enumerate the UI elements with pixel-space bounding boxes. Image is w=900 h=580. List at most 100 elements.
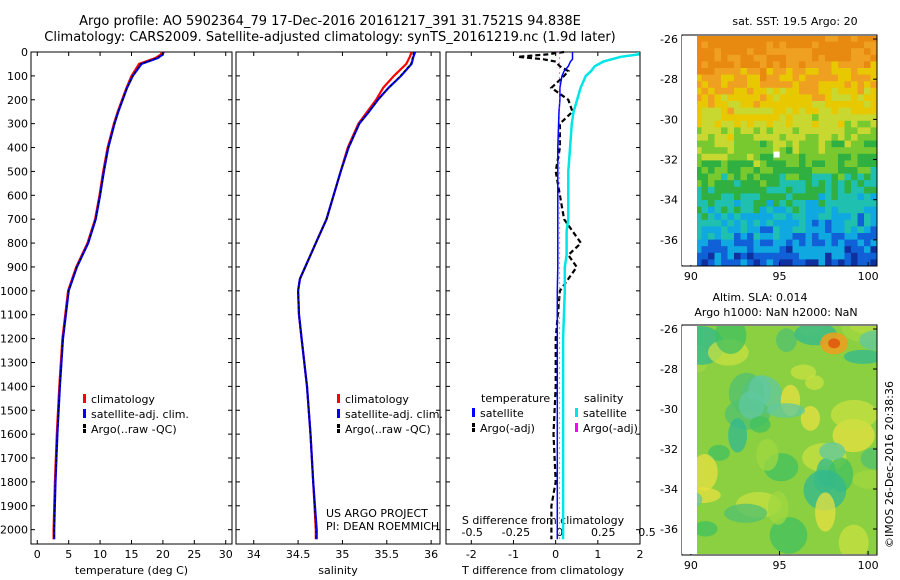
sst-cell — [753, 54, 761, 62]
sst-cell — [766, 246, 774, 254]
sst-cell — [812, 173, 819, 181]
sst-cell — [844, 101, 852, 109]
sst-cell — [727, 200, 735, 208]
sst-cell — [831, 213, 839, 221]
sst-cell — [825, 68, 832, 76]
sst-cell — [831, 167, 839, 175]
sst-cell — [697, 101, 702, 109]
sla-patch — [728, 418, 747, 453]
sst-cell — [734, 48, 741, 56]
sst-cell — [760, 200, 767, 208]
map-y-tick-label: -26 — [660, 33, 678, 46]
sst-cell — [727, 101, 735, 109]
sst-cell — [753, 239, 761, 247]
sla_map-cells — [697, 326, 877, 554]
sst-cell — [773, 200, 780, 208]
sst-cell — [819, 266, 826, 273]
sst-cell — [697, 114, 702, 122]
sst-cell — [786, 239, 793, 247]
sst-cell — [857, 219, 865, 227]
sst-cell — [697, 193, 702, 201]
x-axis-label: T difference from climatology — [461, 564, 624, 577]
sst-cell — [701, 134, 709, 142]
sst-cell — [864, 200, 871, 208]
sst-cell — [844, 153, 852, 161]
sst-cell — [734, 206, 741, 214]
x-tick-label: 25 — [187, 548, 201, 561]
sst-cell — [747, 48, 754, 56]
sst-cell — [766, 41, 774, 49]
sst-cell — [812, 101, 819, 109]
sst-cell — [838, 61, 845, 69]
sst-cell — [864, 127, 871, 135]
sst-cell — [864, 134, 871, 142]
sst-cell — [734, 94, 741, 102]
sst-cell — [714, 259, 722, 266]
sst-cell — [812, 54, 819, 62]
sst-cell — [786, 87, 793, 95]
sst-cell — [825, 186, 832, 194]
sst-cell — [766, 81, 774, 89]
sst-cell — [766, 120, 774, 128]
sst-cell — [812, 74, 819, 82]
sst-cell — [870, 107, 877, 115]
sst-cell — [805, 206, 813, 214]
map-y-tick-label: -30 — [660, 113, 678, 126]
sst-cell — [799, 41, 806, 49]
sst-cell — [714, 81, 722, 89]
sst-cell — [786, 61, 793, 69]
sst-cell — [760, 68, 767, 76]
sst-cell — [779, 94, 787, 102]
sst-cell — [792, 120, 800, 128]
sst-cell — [779, 252, 787, 260]
sst-cell — [799, 81, 806, 89]
y-tick-label: 0 — [21, 46, 28, 59]
sst-cell — [812, 140, 819, 148]
sst-cell — [805, 81, 813, 89]
sst-cell — [740, 74, 748, 82]
sst-cell — [773, 114, 780, 122]
sst-cell — [831, 200, 839, 208]
sst-cell — [812, 134, 819, 142]
y-tick-label: 1600 — [0, 428, 28, 441]
sst-cell — [792, 206, 800, 214]
sst-cell — [805, 54, 813, 62]
sst-cell — [799, 206, 806, 214]
sla-patch — [766, 403, 805, 418]
sst-cell — [701, 226, 709, 234]
sla-patch — [860, 447, 877, 470]
sst-cell — [844, 94, 852, 102]
sst-cell — [844, 167, 852, 175]
y-tick-label: 800 — [7, 237, 28, 250]
sst-cell — [753, 87, 761, 95]
sst-cell — [708, 68, 715, 76]
sst-cell — [734, 233, 741, 241]
sst-cell — [792, 127, 800, 135]
sst-cell — [760, 61, 767, 69]
sst-cell — [864, 213, 871, 221]
sst-cell — [727, 180, 735, 188]
sla-patch — [815, 492, 836, 532]
sst-cell — [740, 193, 748, 201]
sst-cell — [773, 186, 780, 194]
sst-cell — [753, 173, 761, 181]
sst-cell — [792, 101, 800, 109]
sst-map-title: sat. SST: 19.5 Argo: 20 — [732, 15, 857, 28]
sst-cell — [721, 193, 728, 201]
sst-cell — [779, 186, 787, 194]
y-tick-label: 1100 — [0, 309, 28, 322]
sst-cell — [870, 101, 877, 109]
sst-cell — [753, 147, 761, 155]
sst-cell — [805, 107, 813, 115]
sst-cell — [812, 127, 819, 135]
sst-cell — [864, 180, 871, 188]
sst-cell — [812, 153, 819, 161]
sst-cell — [697, 140, 702, 148]
x-tick-label: -2 — [466, 548, 477, 561]
sst-cell — [701, 186, 709, 194]
sst-cell — [857, 239, 865, 247]
sst-cell — [697, 259, 702, 266]
sst-cell — [805, 180, 813, 188]
sst-cell — [779, 233, 787, 241]
